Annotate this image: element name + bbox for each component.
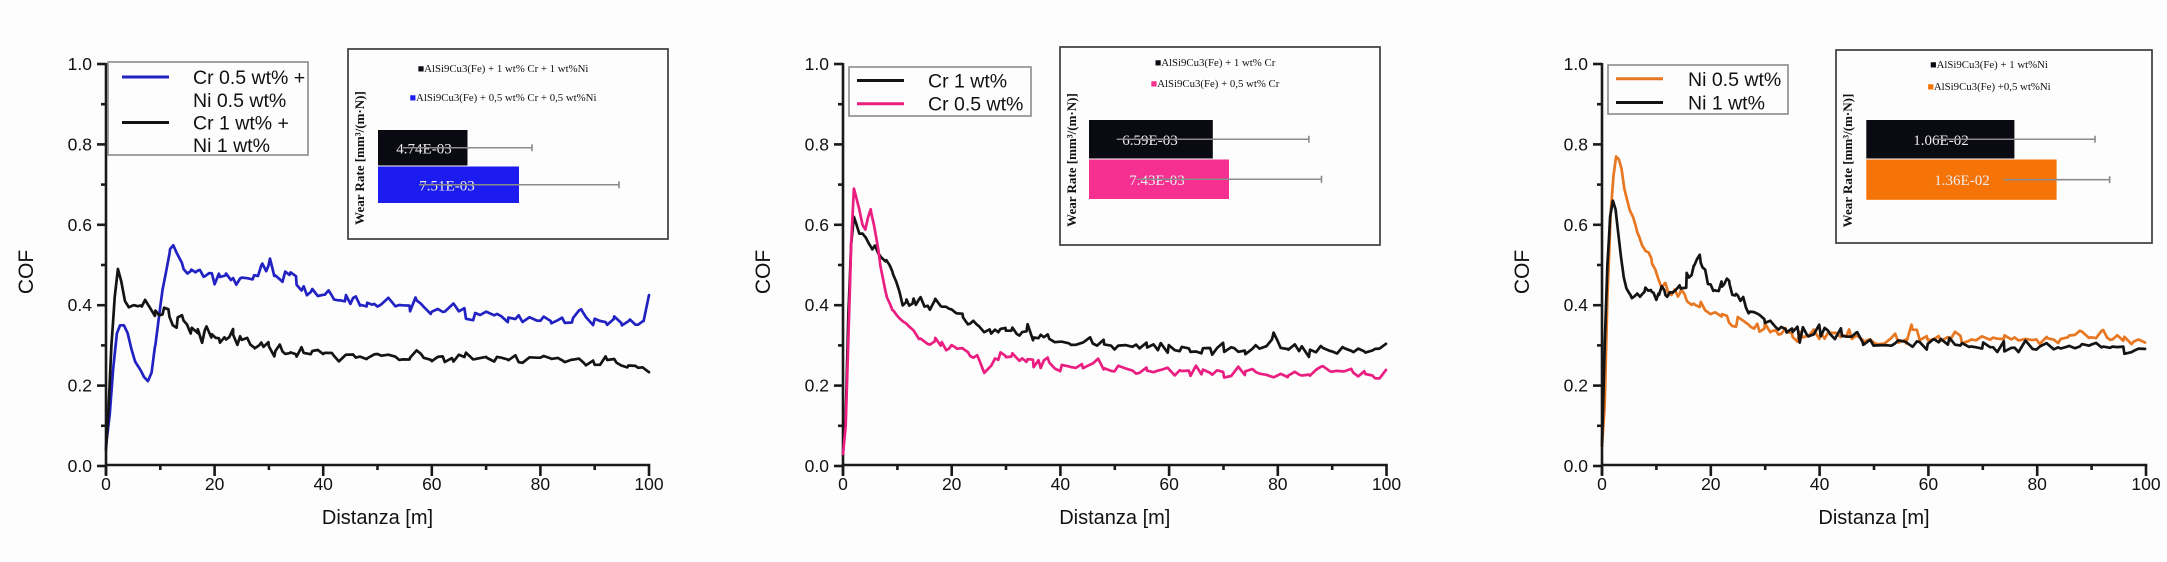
- svg-text:0: 0: [101, 474, 111, 494]
- svg-text:40: 40: [1051, 474, 1071, 494]
- svg-text:Ni 1 wt%: Ni 1 wt%: [193, 135, 270, 157]
- svg-text:0.2: 0.2: [1564, 376, 1588, 396]
- svg-text:0: 0: [838, 474, 848, 494]
- svg-text:20: 20: [942, 474, 962, 494]
- svg-text:0.2: 0.2: [68, 376, 92, 396]
- svg-text:COF: COF: [1511, 250, 1534, 294]
- svg-text:1.06E-02: 1.06E-02: [1913, 133, 1968, 149]
- svg-text:0.0: 0.0: [1564, 456, 1589, 476]
- svg-text:■AlSi9Cu3(Fe) + 1 wt% Cr: ■AlSi9Cu3(Fe) + 1 wt% Cr: [1155, 57, 1276, 69]
- svg-text:Cr 1 wt%: Cr 1 wt%: [928, 71, 1007, 93]
- svg-text:60: 60: [1919, 474, 1939, 494]
- svg-text:0.0: 0.0: [805, 456, 830, 476]
- svg-text:1.36E-02: 1.36E-02: [1934, 173, 1989, 189]
- svg-text:0.4: 0.4: [68, 295, 93, 315]
- svg-text:1.0: 1.0: [68, 54, 93, 74]
- svg-text:0.8: 0.8: [68, 134, 92, 154]
- svg-text:40: 40: [1810, 474, 1830, 494]
- svg-text:80: 80: [2027, 474, 2047, 494]
- svg-text:Wear Rate [mm³/(m·N)]: Wear Rate [mm³/(m·N)]: [1840, 94, 1855, 228]
- svg-text:0.8: 0.8: [805, 134, 829, 154]
- svg-text:80: 80: [1268, 474, 1288, 494]
- svg-text:1.0: 1.0: [1564, 54, 1589, 74]
- svg-text:0.4: 0.4: [1564, 295, 1589, 315]
- svg-text:7.51E-03: 7.51E-03: [419, 178, 474, 194]
- svg-text:0.0: 0.0: [68, 456, 93, 476]
- svg-text:Cr 0.5 wt% +: Cr 0.5 wt% +: [193, 67, 305, 89]
- svg-text:100: 100: [2131, 474, 2160, 494]
- svg-text:■AlSi9Cu3(Fe) +0,5 wt%Ni: ■AlSi9Cu3(Fe) +0,5 wt%Ni: [1927, 81, 2050, 93]
- svg-text:0.8: 0.8: [1564, 134, 1588, 154]
- svg-text:Wear Rate [mm³/(m·N)]: Wear Rate [mm³/(m·N)]: [1064, 93, 1079, 227]
- svg-text:0.6: 0.6: [1564, 215, 1588, 235]
- svg-text:COF: COF: [15, 250, 38, 294]
- svg-text:20: 20: [1701, 474, 1721, 494]
- svg-text:Cr 1 wt% +: Cr 1 wt% +: [193, 113, 289, 135]
- svg-text:Ni 0.5 wt%: Ni 0.5 wt%: [1688, 69, 1781, 91]
- svg-text:Ni 1 wt%: Ni 1 wt%: [1688, 93, 1765, 115]
- svg-text:■AlSi9Cu3(Fe) + 0,5 wt% Cr + 0: ■AlSi9Cu3(Fe) + 0,5 wt% Cr + 0,5 wt%Ni: [410, 92, 597, 104]
- svg-text:Cr 0.5 wt%: Cr 0.5 wt%: [928, 94, 1023, 116]
- svg-text:4.74E-03: 4.74E-03: [396, 141, 451, 157]
- svg-text:7.43E-03: 7.43E-03: [1129, 173, 1184, 189]
- svg-text:1.0: 1.0: [805, 54, 830, 74]
- svg-text:■AlSi9Cu3(Fe) + 1 wt% Cr + 1 w: ■AlSi9Cu3(Fe) + 1 wt% Cr + 1 wt%Ni: [418, 63, 589, 75]
- svg-text:6.59E-03: 6.59E-03: [1122, 133, 1177, 149]
- svg-text:20: 20: [205, 474, 225, 494]
- svg-text:100: 100: [1372, 474, 1401, 494]
- svg-text:Distanza [m]: Distanza [m]: [1818, 507, 1929, 529]
- svg-text:40: 40: [313, 474, 333, 494]
- svg-text:60: 60: [422, 474, 442, 494]
- svg-text:0.2: 0.2: [805, 376, 829, 396]
- svg-text:80: 80: [531, 474, 551, 494]
- svg-text:Ni 0.5 wt%: Ni 0.5 wt%: [193, 90, 286, 112]
- svg-text:0.4: 0.4: [805, 295, 830, 315]
- svg-text:Distanza [m]: Distanza [m]: [1059, 507, 1170, 529]
- svg-text:100: 100: [634, 474, 663, 494]
- svg-text:■AlSi9Cu3(Fe) + 0,5 wt% Cr: ■AlSi9Cu3(Fe) + 0,5 wt% Cr: [1151, 78, 1280, 90]
- svg-text:■AlSi9Cu3(Fe) + 1 wt%Ni: ■AlSi9Cu3(Fe) + 1 wt%Ni: [1930, 59, 2048, 71]
- svg-text:60: 60: [1159, 474, 1179, 494]
- svg-text:0.6: 0.6: [805, 215, 829, 235]
- svg-text:0: 0: [1597, 474, 1607, 494]
- svg-text:COF: COF: [752, 250, 775, 294]
- svg-text:Distanza [m]: Distanza [m]: [322, 507, 433, 529]
- svg-text:Wear Rate [mm³/(m·N)]: Wear Rate [mm³/(m·N)]: [352, 91, 367, 225]
- svg-text:0.6: 0.6: [68, 215, 92, 235]
